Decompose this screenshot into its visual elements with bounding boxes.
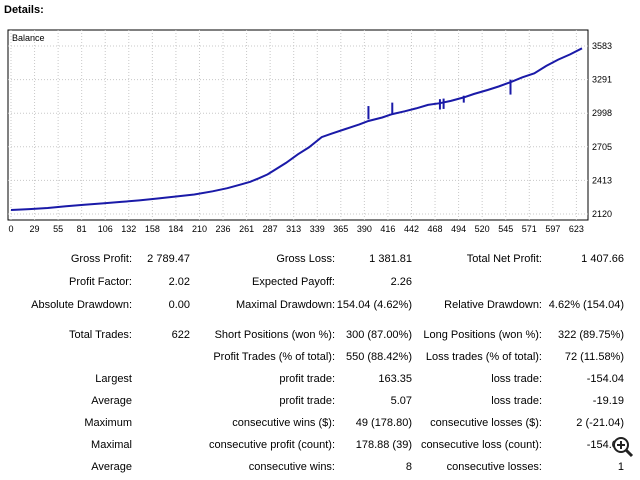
- stats-row: Profit Factor: 2.02 Expected Payoff: 2.2…: [0, 273, 640, 293]
- long-positions-value: 322 (89.75%): [557, 329, 624, 341]
- largest-label: Largest: [95, 373, 132, 385]
- stats-row: Largest profit trade: 163.35 loss trade:…: [0, 370, 640, 390]
- maximal-label: Maximal: [91, 439, 132, 451]
- details-header: Details:: [4, 4, 44, 16]
- y-tick-label: 2413: [592, 175, 612, 185]
- x-tick-label: 520: [475, 224, 490, 234]
- stats-row: Profit Trades (% of total): 550 (88.42%)…: [0, 348, 640, 368]
- zoom-in-icon[interactable]: [612, 436, 634, 458]
- x-tick-label: 184: [168, 224, 183, 234]
- x-tick-label: 313: [286, 224, 301, 234]
- x-tick-label: 571: [522, 224, 537, 234]
- x-tick-label: 81: [77, 224, 87, 234]
- x-tick-label: 545: [498, 224, 513, 234]
- maximal-drawdown-label: Maximal Drawdown:: [235, 299, 335, 311]
- consecutive-losses-amount-label: consecutive losses ($):: [430, 417, 542, 429]
- average-consecutive-losses-value: 1: [617, 461, 624, 473]
- x-tick-label: 55: [53, 224, 63, 234]
- x-tick-label: 287: [263, 224, 278, 234]
- x-tick-label: 106: [98, 224, 113, 234]
- stats-row: Maximum consecutive wins ($): 49 (178.80…: [0, 414, 640, 434]
- stats-row: Gross Profit: 2 789.47 Gross Loss: 1 381…: [0, 250, 640, 270]
- average-profit-trade-value: 5.07: [390, 395, 412, 407]
- balance-line: [10, 47, 583, 211]
- x-tick-label: 158: [145, 224, 160, 234]
- x-tick-label: 365: [333, 224, 348, 234]
- profit-factor-label: Profit Factor:: [69, 276, 132, 288]
- y-tick-label: 2705: [592, 142, 612, 152]
- chart-title: Balance: [12, 33, 45, 43]
- x-tick-label: 132: [121, 224, 136, 234]
- y-tick-label: 3291: [592, 75, 612, 85]
- average-label: Average: [91, 395, 132, 407]
- average-loss-trade-value: -19.19: [592, 395, 624, 407]
- total-net-profit-label: Total Net Profit:: [466, 253, 542, 265]
- gross-profit-label: Gross Profit:: [70, 253, 132, 265]
- average-profit-trade-label: profit trade:: [279, 395, 335, 407]
- largest-loss-trade-value: -154.04: [586, 373, 624, 385]
- x-tick-label: 236: [216, 224, 231, 234]
- gross-loss-value: 1 381.81: [369, 253, 412, 265]
- x-tick-label: 494: [451, 224, 466, 234]
- stats-row: Maximal consecutive profit (count): 178.…: [0, 436, 640, 456]
- y-tick-label: 3583: [592, 41, 612, 51]
- average-consecutive-label: Average: [91, 461, 132, 473]
- consecutive-loss-count-label: consecutive loss (count):: [420, 439, 542, 451]
- balance-chart: 0 29 55 81 106 132 158 184 210 236 261 287 313 339 365…: [7, 29, 612, 234]
- average-consecutive-wins-label: consecutive wins:: [248, 461, 335, 473]
- y-tick-label: 2120: [592, 209, 612, 219]
- loss-trades-label: Loss trades (% of total):: [425, 351, 542, 363]
- consecutive-wins-amount-value: 49 (178.80): [355, 417, 412, 429]
- largest-profit-trade-label: profit trade:: [279, 373, 335, 385]
- total-net-profit-value: 1 407.66: [581, 253, 624, 265]
- y-tick-label: 2998: [592, 108, 612, 118]
- x-tick-label: 442: [404, 224, 419, 234]
- x-tick-label: 0: [8, 224, 13, 234]
- average-consecutive-wins-value: 8: [405, 461, 412, 473]
- total-trades-label: Total Trades:: [69, 329, 132, 341]
- loss-trades-value: 72 (11.58%): [564, 351, 624, 363]
- short-positions-label: Short Positions (won %):: [214, 329, 335, 341]
- maximum-label: Maximum: [84, 417, 132, 429]
- stats-row: Average profit trade: 5.07 loss trade: -…: [0, 392, 640, 412]
- expected-payoff-label: Expected Payoff:: [252, 276, 335, 288]
- x-tick-label: 416: [380, 224, 395, 234]
- average-consecutive-losses-label: consecutive losses:: [446, 461, 542, 473]
- relative-drawdown-label: Relative Drawdown:: [444, 299, 542, 311]
- absolute-drawdown-value: 0.00: [168, 299, 190, 311]
- short-positions-value: 300 (87.00%): [345, 329, 412, 341]
- maximal-drawdown-value: 154.04 (4.62%): [336, 299, 412, 311]
- x-tick-label: 468: [428, 224, 443, 234]
- consecutive-losses-amount-value: 2 (-21.04): [576, 417, 624, 429]
- consecutive-profit-count-value: 178.88 (39): [355, 439, 412, 451]
- profit-trades-label: Profit Trades (% of total):: [213, 351, 335, 363]
- consecutive-profit-count-label: consecutive profit (count):: [209, 439, 335, 451]
- profit-factor-value: 2.02: [168, 276, 190, 288]
- x-tick-label: 339: [310, 224, 325, 234]
- total-trades-value: 622: [171, 329, 190, 341]
- x-tick-label: 390: [357, 224, 372, 234]
- x-tick-label: 261: [239, 224, 254, 234]
- consecutive-wins-amount-label: consecutive wins ($):: [232, 417, 335, 429]
- largest-loss-trade-label: loss trade:: [491, 373, 542, 385]
- largest-profit-trade-value: 163.35: [378, 373, 412, 385]
- stats-row: Average consecutive wins: 8 consecutive …: [0, 458, 640, 478]
- x-tick-label: 623: [569, 224, 584, 234]
- x-tick-label: 210: [192, 224, 207, 234]
- gross-profit-value: 2 789.47: [147, 253, 190, 265]
- stats-row: Total Trades: 622 Short Positions (won %…: [0, 326, 640, 346]
- x-tick-label: 29: [30, 224, 40, 234]
- average-loss-trade-label: loss trade:: [491, 395, 542, 407]
- relative-drawdown-value: 4.62% (154.04): [548, 299, 624, 311]
- long-positions-label: Long Positions (won %):: [423, 329, 542, 341]
- profit-trades-value: 550 (88.42%): [345, 351, 412, 363]
- x-tick-label: 597: [545, 224, 560, 234]
- stats-row: Absolute Drawdown: 0.00 Maximal Drawdown…: [0, 296, 640, 316]
- gross-loss-label: Gross Loss:: [276, 253, 335, 265]
- absolute-drawdown-label: Absolute Drawdown:: [31, 299, 132, 311]
- plot-frame: [7, 29, 589, 221]
- expected-payoff-value: 2.26: [390, 276, 412, 288]
